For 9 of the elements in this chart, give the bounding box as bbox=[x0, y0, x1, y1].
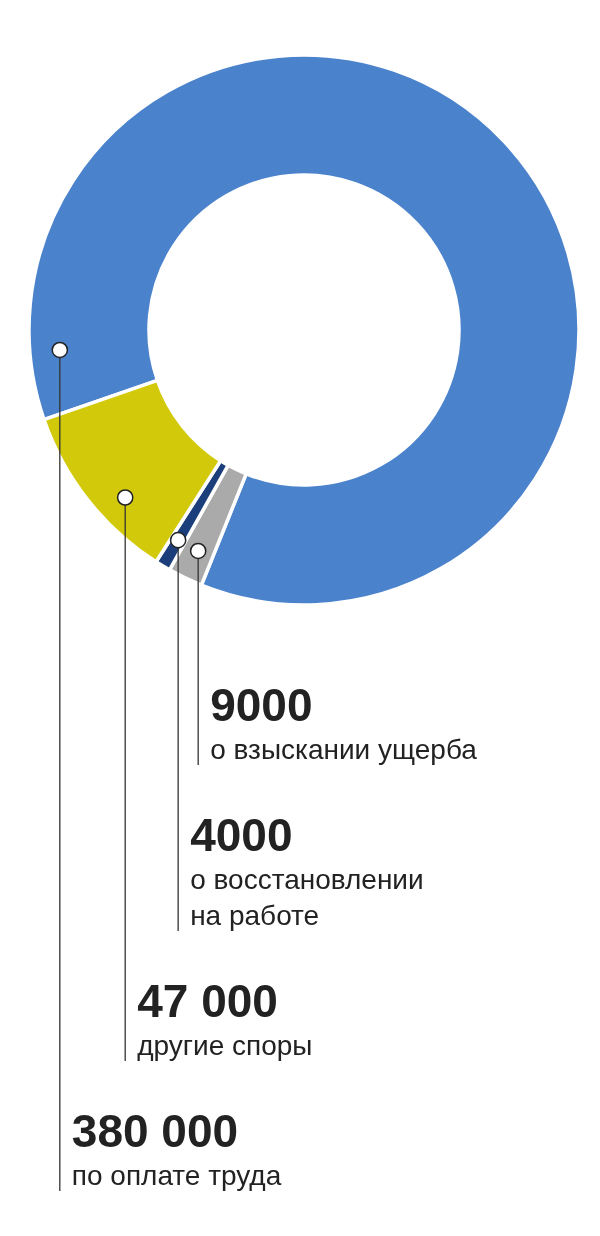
data-label: 47 000 bbox=[137, 975, 278, 1027]
slice-label: о восстановлении на работе bbox=[190, 864, 424, 931]
data-label: 4000 bbox=[190, 809, 293, 861]
donut-slice bbox=[27, 53, 581, 607]
slice-label: по оплате труда bbox=[71, 1160, 282, 1191]
slice-label: другие споры bbox=[137, 1030, 313, 1061]
data-label: 9000 bbox=[210, 679, 313, 731]
slice-label: о взыскании ущерба bbox=[210, 734, 478, 765]
data-label: 380 000 bbox=[71, 1105, 239, 1157]
